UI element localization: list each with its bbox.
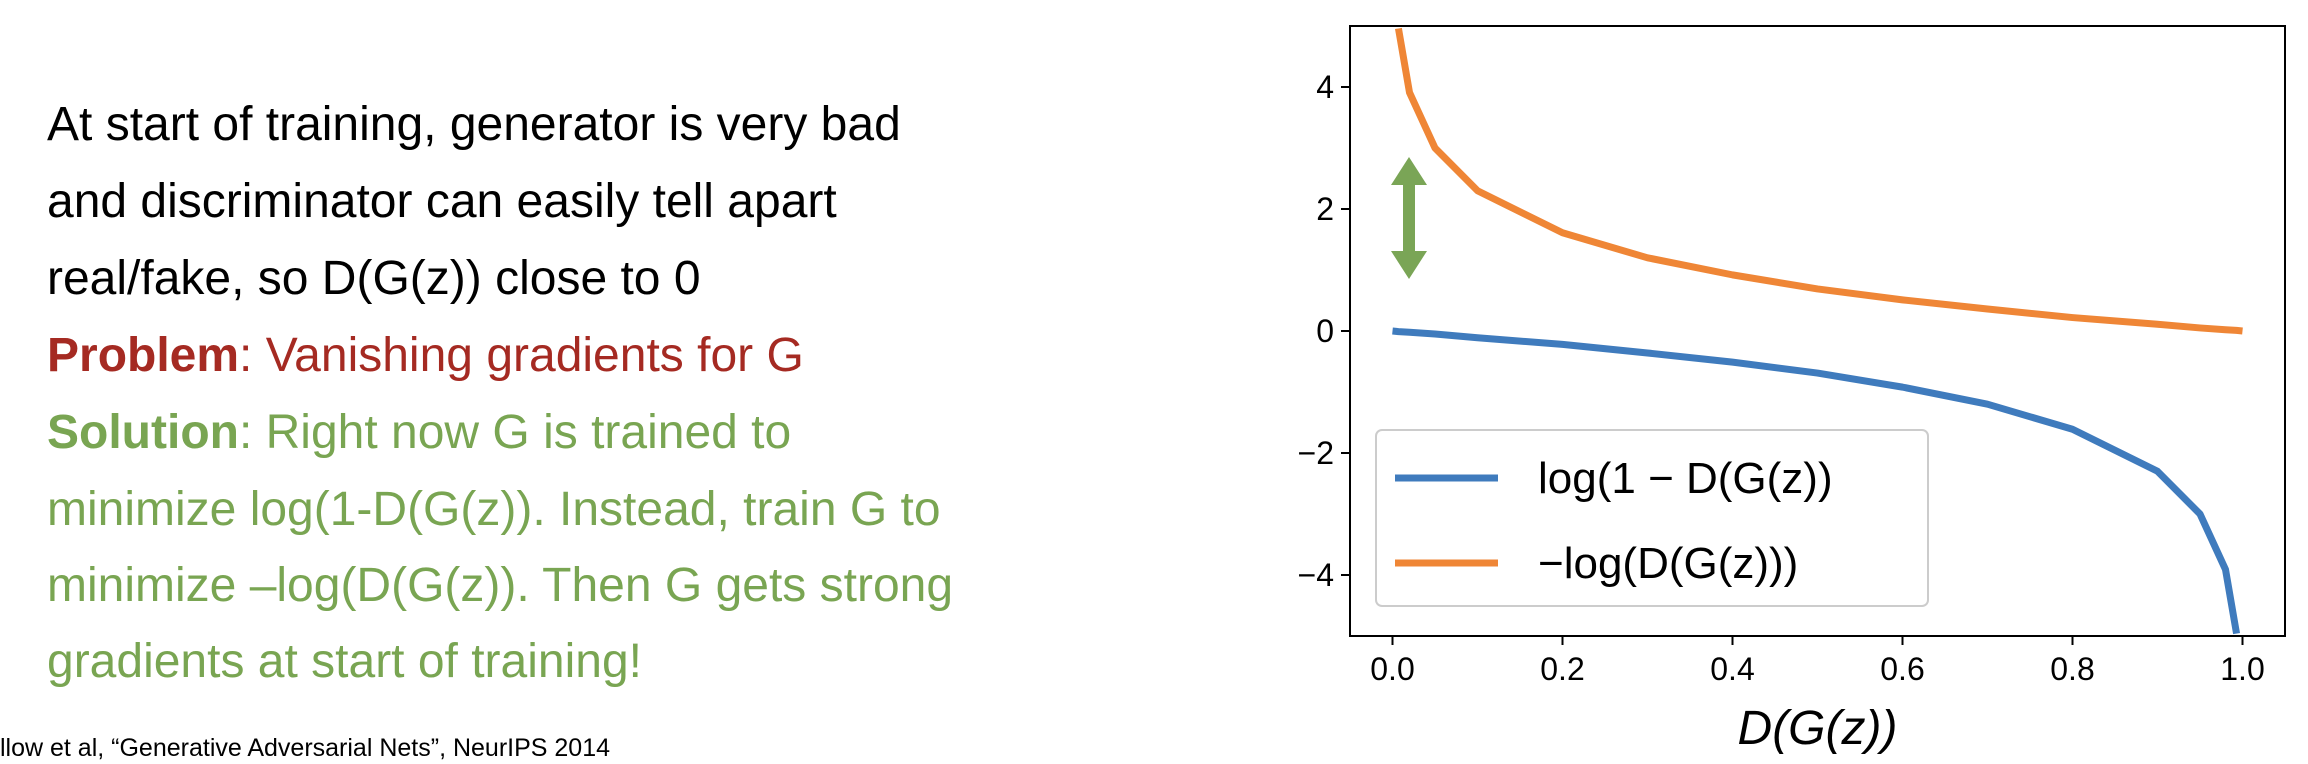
problem-label: Problem [47,329,239,382]
intro-line: At start of training, generator is very … [47,98,901,151]
x-axis-label: D(G(z)) [1738,702,1898,755]
intro-line: and discriminator can easily tell apart [47,175,837,228]
series-line [1392,327,2240,635]
x-tick-label: 1.0 [2220,651,2264,687]
problem-line: Problem: Vanishing gradients for G [47,329,804,382]
x-tick-label: 0.2 [1540,651,1584,687]
legend-label: −log(D(G(z))) [1538,539,1798,588]
x-tick-label: 0.4 [1710,651,1754,687]
problem-text: : Vanishing gradients for G [239,329,804,382]
x-tick-label: 0.8 [2050,651,2094,687]
legend-box [1375,429,1929,607]
solution-label: Solution [47,406,239,459]
solution-line: Solution: Right now G is trained to [47,406,791,459]
solution-line: minimize –log(D(G(z)). Then G gets stron… [47,559,953,612]
solution-line: gradients at start of training! [47,635,642,688]
y-tick-label: −2 [1298,435,1334,471]
solution-line: minimize log(1-D(G(z)). Instead, train G… [47,483,941,536]
gap-arrow [1391,157,1427,279]
legend-label: log(1 − D(G(z)) [1538,454,1833,503]
chart: 0.0 0.2 0.4 0.6 0.8 1.0 −4 −2 0 2 4 D(G(z)) log(1 − … [1298,25,2286,755]
x-tick-label: 0.6 [1880,651,1924,687]
y-tick-label: −4 [1298,557,1334,593]
plot-frame [1349,25,2286,637]
series-line [1395,27,2243,335]
y-tick-label: 2 [1316,191,1334,227]
y-tick-label: 0 [1316,313,1334,349]
x-tick-label: 0.0 [1370,651,1414,687]
y-tick-label: 4 [1316,69,1334,105]
citation: llow et al, “Generative Adversarial Nets… [0,734,610,762]
intro-line: real/fake, so D(G(z)) close to 0 [47,252,701,305]
solution-text: : Right now G is trained to [239,406,791,459]
